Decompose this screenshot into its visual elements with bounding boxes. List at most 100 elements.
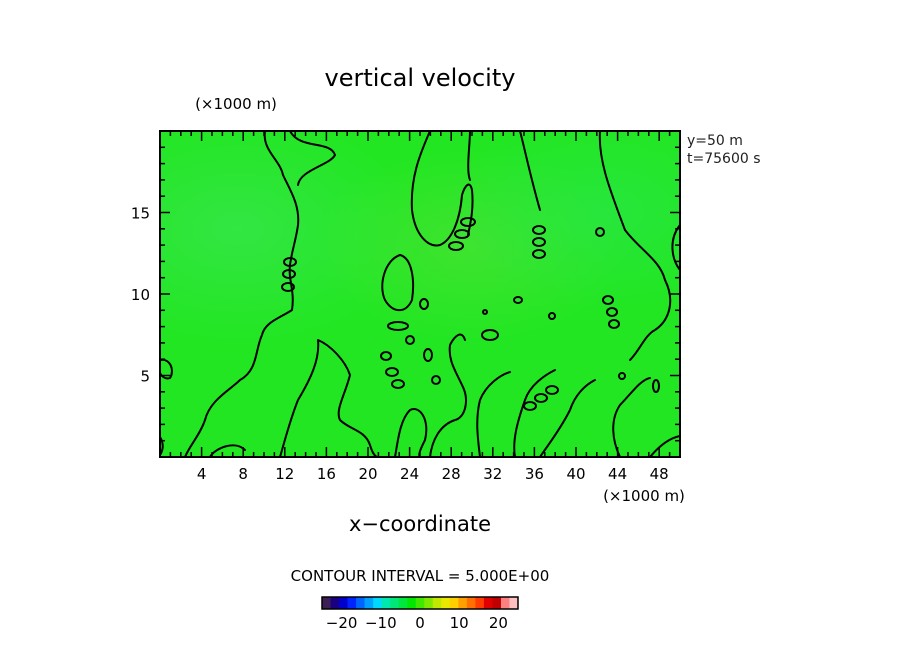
x-axis-unit: (×1000 m)	[603, 487, 685, 505]
colorbar-tick-label: 20	[489, 614, 508, 632]
contour-line	[649, 435, 680, 457]
colorbar-swatch	[347, 597, 357, 609]
contour-line	[539, 379, 596, 457]
colorbar-tick-label: −20	[326, 614, 358, 632]
colorbar-swatch	[483, 597, 493, 609]
contour-line	[289, 131, 336, 186]
contour-interval-label: CONTOUR INTERVAL = 5.000E+00	[291, 567, 550, 585]
x-tick-label: 28	[442, 465, 461, 483]
contour-line	[394, 408, 428, 457]
contour-line	[476, 371, 511, 457]
contour-line	[410, 131, 474, 247]
colorbar-frame	[321, 596, 519, 610]
x-tick-label: 12	[275, 465, 294, 483]
colorbar-swatch	[398, 597, 408, 609]
x-tick-label: 20	[358, 465, 377, 483]
contour-line	[279, 339, 379, 457]
x-tick-label: 44	[608, 465, 627, 483]
contour-line	[385, 367, 399, 377]
colorbar-swatch	[322, 597, 331, 609]
info-y-line: y=50 m	[687, 133, 743, 149]
colorbar-tick-label: 10	[450, 614, 469, 632]
contour-line	[281, 282, 295, 292]
x-tick-label: 36	[525, 465, 544, 483]
contour-line	[481, 329, 499, 341]
x-tick-label: 24	[400, 465, 419, 483]
colorbar-swatch	[492, 597, 502, 609]
contour-line	[608, 319, 620, 329]
colorbar-swatch	[466, 597, 476, 609]
colorbar-swatch	[407, 597, 417, 609]
contour-line	[184, 131, 300, 457]
y-tick-label: 5	[140, 368, 150, 386]
colorbar-swatch	[509, 597, 519, 609]
contour-line	[454, 229, 470, 239]
contour-line	[380, 351, 392, 361]
x-tick-label: 32	[483, 465, 502, 483]
colorbar-swatch	[441, 597, 451, 609]
x-tick-label: 8	[238, 465, 248, 483]
contour-line	[419, 298, 429, 310]
x-tick-label: 4	[197, 465, 207, 483]
colorbar-swatch	[415, 597, 425, 609]
y-axis-unit: (×1000 m)	[195, 95, 277, 113]
y-axis: 5 10 15	[131, 146, 680, 442]
contour-line	[545, 385, 559, 395]
colorbar-swatch	[364, 597, 374, 609]
heatmap-field	[160, 131, 680, 457]
colorbar-tick-label: −10	[365, 614, 397, 632]
contour-line	[429, 333, 467, 457]
contour-line	[532, 249, 546, 259]
contour-line	[405, 335, 415, 345]
contour-line	[283, 257, 297, 267]
colorbar-swatch	[449, 597, 459, 609]
contour-line	[519, 131, 541, 211]
x-tick-label: 40	[566, 465, 585, 483]
contour-line	[391, 379, 405, 389]
contour-line	[482, 309, 488, 315]
x-axis-label: x−coordinate	[349, 512, 491, 536]
colorbar-swatch	[458, 597, 468, 609]
contour-line	[532, 237, 546, 247]
colorbar-swatch	[356, 597, 366, 609]
info-t-line: t=75600 s	[687, 151, 761, 167]
contour-line	[548, 312, 556, 320]
contour-line	[595, 227, 605, 237]
contour-line	[523, 401, 537, 411]
y-tick-label: 15	[131, 205, 150, 223]
contour-line	[423, 348, 433, 362]
colorbar-tick-label: 0	[415, 614, 425, 632]
contour-line	[513, 369, 556, 457]
contour-line	[460, 217, 476, 227]
colorbar-swatch	[373, 597, 383, 609]
contour-line	[612, 377, 651, 457]
colorbar-swatch	[475, 597, 485, 609]
contour-line	[448, 241, 464, 251]
colorbar-swatch	[339, 597, 348, 609]
y-tick-label: 10	[131, 286, 150, 304]
colorbar-swatch	[381, 597, 391, 609]
contour-line	[467, 131, 471, 181]
x-tick-label: 48	[650, 465, 669, 483]
colorbar-swatch	[330, 597, 340, 609]
chart-title: vertical velocity	[325, 64, 516, 92]
x-tick-label: 16	[317, 465, 336, 483]
colorbar-swatch	[390, 597, 400, 609]
contour-line	[602, 295, 614, 305]
contour-line	[652, 379, 660, 393]
zero-contours	[160, 131, 680, 457]
x-axis: 4 8 12 16 20 24 28 32 36 40 44 48	[169, 131, 671, 483]
colorbar-swatch	[424, 597, 434, 609]
colorbar-swatch	[500, 597, 510, 609]
contour-line	[532, 225, 546, 235]
contour-line	[606, 307, 618, 317]
contour-line	[513, 296, 523, 304]
contour-line	[618, 372, 626, 380]
contour-line	[387, 321, 409, 331]
contour-line	[534, 393, 548, 403]
contour-line	[431, 375, 441, 385]
contour-line	[598, 131, 672, 361]
contour-line	[282, 269, 296, 279]
colorbar: −20 −10 0 10 20	[321, 596, 519, 632]
